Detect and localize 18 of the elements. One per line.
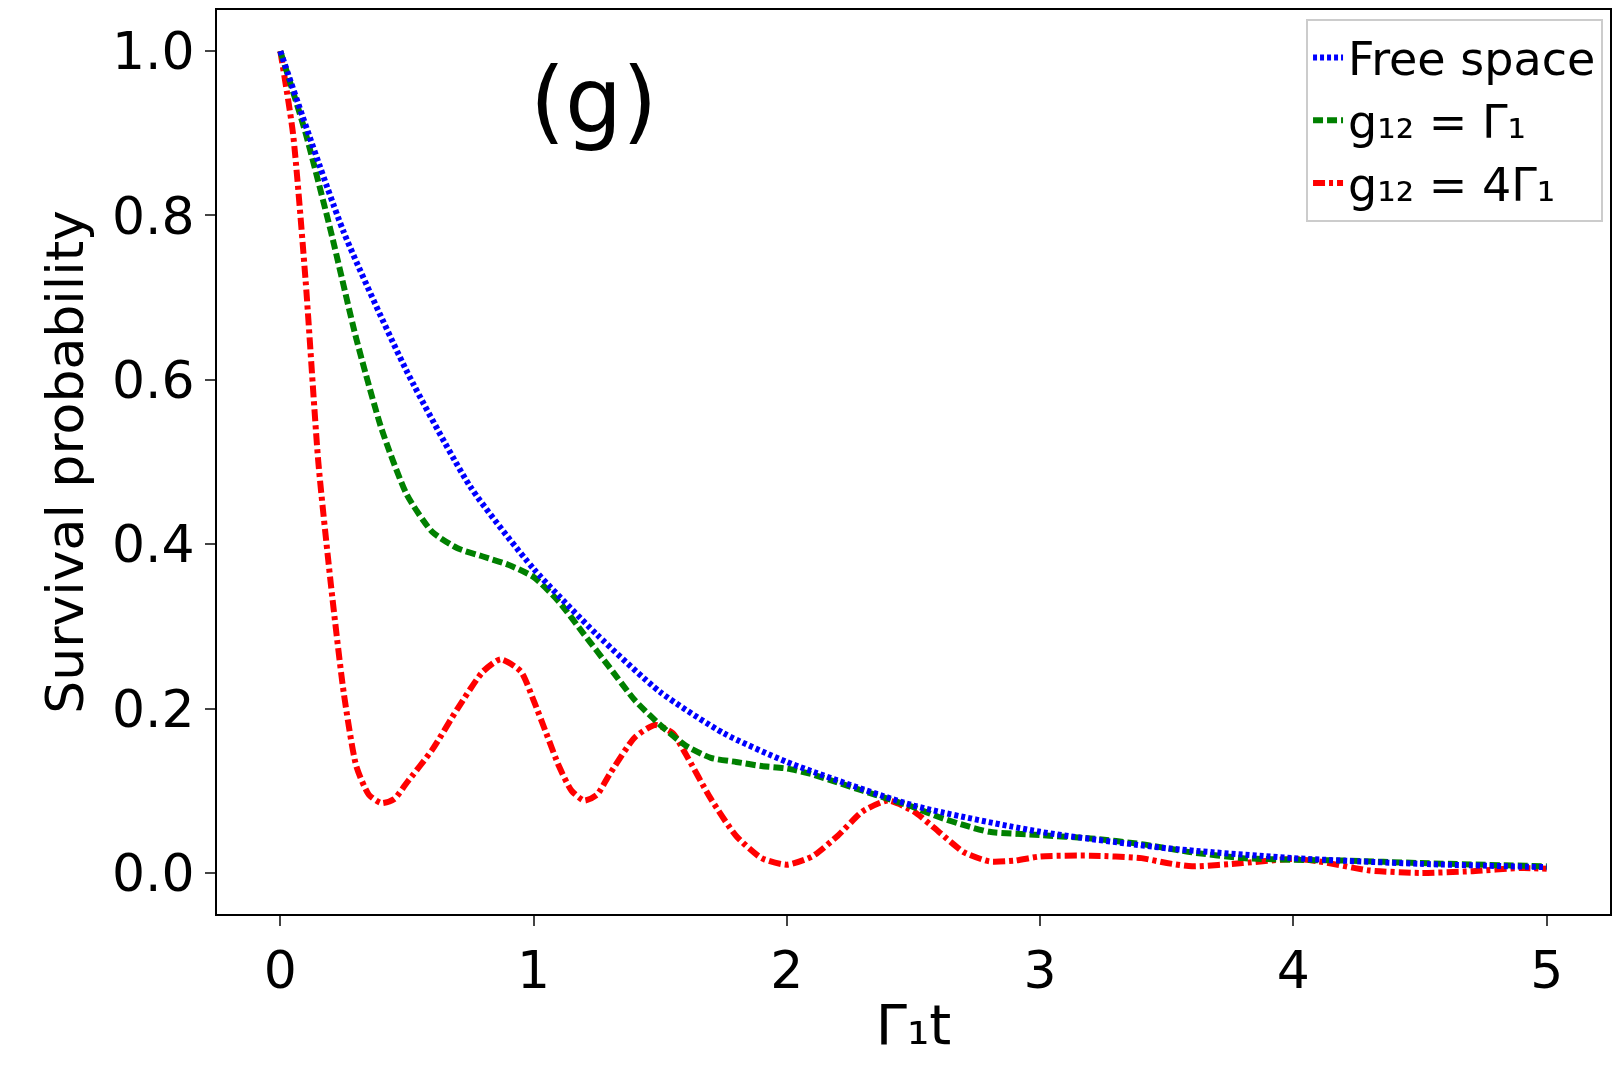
annotation: (g) [530,48,658,153]
x-tick-label: 4 [1276,940,1310,1001]
x-axis-title: Γ₁t [875,991,952,1057]
legend-label: g₁₂ = Γ₁ [1348,95,1526,150]
y-tick-label: 0.4 [111,514,195,575]
y-tick-label: 0.8 [111,185,195,246]
legend-label: g₁₂ = 4Γ₁ [1348,157,1556,212]
x-tick-label: 2 [770,940,804,1001]
y-tick-label: 1.0 [111,21,195,82]
x-tick-label: 1 [517,940,551,1001]
x-tick-label: 3 [1023,940,1057,1001]
y-tick-label: 0.6 [111,350,195,411]
y-tick-label: 0.2 [111,678,195,739]
legend-label: Free space [1348,32,1596,87]
x-tick-label: 5 [1530,940,1564,1001]
y-tick-label: 0.0 [111,843,195,904]
y-axis-title: Survival probability [34,210,95,714]
x-tick-label: 0 [263,940,297,1001]
